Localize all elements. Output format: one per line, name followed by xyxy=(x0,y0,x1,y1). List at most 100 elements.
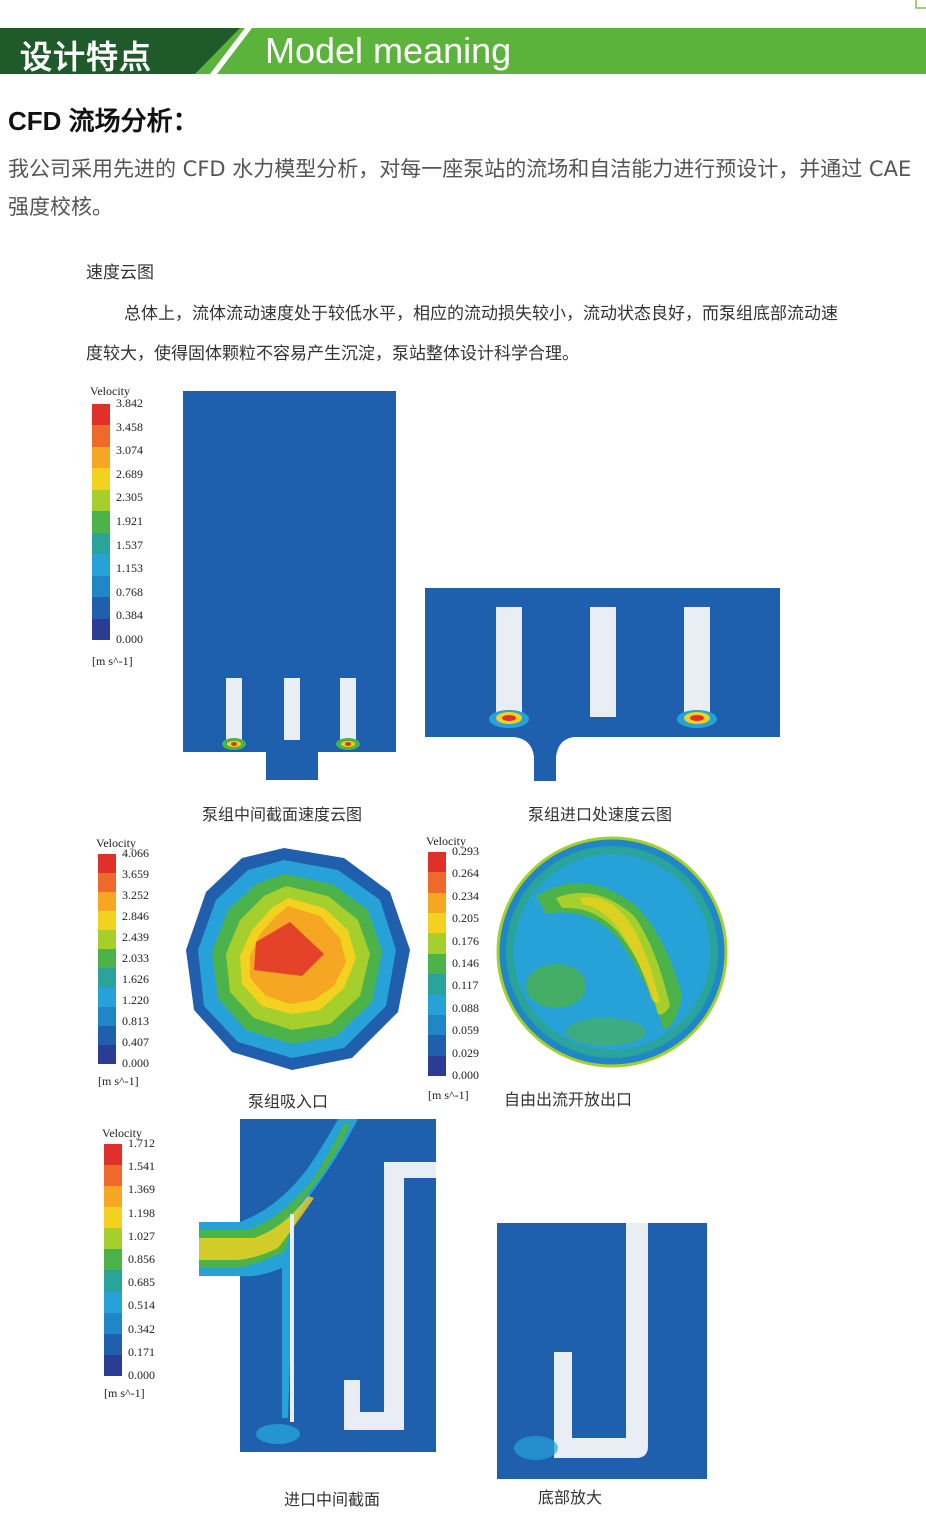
legend-tick-label: 0.768 xyxy=(116,584,143,599)
legend-tick-label: 1.537 xyxy=(116,537,143,552)
legend-color-step xyxy=(428,974,446,995)
doc-body: 总体上，流体流动速度处于较低水平，相应的流动损失较小，流动状态良好，而泵组底部流… xyxy=(86,304,838,364)
header-band xyxy=(0,28,926,74)
legend-tick-label: 1.921 xyxy=(116,514,143,528)
legend-tick-label: 0.234 xyxy=(452,888,479,903)
legend-color-step xyxy=(92,532,110,555)
figure-bottom-enlarged xyxy=(497,1223,707,1479)
legend-tick-label: 1.626 xyxy=(122,972,149,986)
legend-color-step xyxy=(104,1291,122,1313)
velocity-legend-4: Velocity 1.712 1.541 1.369 1.198 1.027 0.856 0.… xyxy=(102,1126,172,1406)
figure-inlet-mid-section xyxy=(199,1119,436,1452)
legend-color-step xyxy=(98,873,116,893)
legend-tick-label: 3.458 xyxy=(116,419,143,434)
legend-tick-label: 0.264 xyxy=(452,866,479,881)
legend-tick-label: 0.000 xyxy=(122,1056,149,1070)
legend-color-step xyxy=(428,1035,446,1056)
legend-color-step xyxy=(104,1186,122,1208)
legend-color-step xyxy=(428,933,446,954)
figure-2-caption: 泵组进口处速度云图 xyxy=(528,805,673,824)
legend-tick-label: 0.117 xyxy=(452,978,479,993)
legend-color-bar xyxy=(104,1144,122,1376)
legend-tick-label: 3.074 xyxy=(116,443,143,458)
legend-tick-label: 0.813 xyxy=(122,1014,149,1028)
legend-color-step xyxy=(92,446,110,469)
legend-color-step xyxy=(98,987,116,1007)
figure-1-caption: 泵组中间截面速度云图 xyxy=(202,805,363,824)
legend-tick-label: 1.198 xyxy=(128,1205,155,1220)
header-title-en: Model meaning xyxy=(265,30,512,71)
legend-tick-label: 0.059 xyxy=(452,1023,479,1038)
legend-unit: [m s^-1] xyxy=(428,1088,469,1102)
legend-title: Velocity xyxy=(96,836,136,850)
section-intro: 我公司采用先进的 CFD 水力模型分析，对每一座泵站的流场和自洁能力进行预设计，… xyxy=(8,157,912,219)
legend-tick-label: 0.176 xyxy=(452,933,479,948)
legend-tick-label: 0.000 xyxy=(452,1068,479,1082)
legend-tick-label: 0.029 xyxy=(452,1045,479,1060)
legend-tick-label: 1.369 xyxy=(128,1182,155,1197)
legend-color-step xyxy=(428,892,446,914)
legend-tick-label: 2.689 xyxy=(116,466,143,481)
legend-color-step xyxy=(98,949,116,969)
figure-3-caption: 泵组吸入口 xyxy=(248,1092,329,1111)
legend-tick-label: 0.088 xyxy=(452,1000,479,1015)
figure-5-caption: 进口中间截面 xyxy=(284,1490,381,1509)
legend-color-step xyxy=(92,597,110,619)
legend-tick-label: 0.384 xyxy=(116,608,143,623)
legend-color-step xyxy=(104,1207,122,1229)
legend-color-step xyxy=(104,1228,122,1250)
legend-color-step xyxy=(104,1354,122,1376)
legend-tick-label: 0.342 xyxy=(128,1321,155,1336)
figure-4-caption: 自由出流开放出口 xyxy=(504,1090,633,1109)
legend-tick-label: 4.066 xyxy=(122,846,149,860)
legend-color-step xyxy=(428,872,446,893)
figure-pump-suction xyxy=(186,848,410,1070)
legend-tick-label: 1.712 xyxy=(128,1136,155,1150)
legend-color-step xyxy=(92,575,110,598)
legend-title: Velocity xyxy=(90,384,130,398)
page-header: 设计特点 Model meaning xyxy=(0,28,926,76)
legend-tick-label: 0.514 xyxy=(128,1298,155,1313)
legend-color-step xyxy=(92,554,110,576)
legend-title: Velocity xyxy=(102,1126,142,1140)
legend-tick-label: 0.000 xyxy=(128,1368,155,1382)
legend-color-step xyxy=(428,1055,446,1076)
legend-color-step xyxy=(104,1249,122,1271)
legend-tick-label: 2.033 xyxy=(122,951,149,965)
legend-color-step xyxy=(104,1270,122,1292)
legend-color-step xyxy=(428,852,446,873)
legend-color-bar xyxy=(92,404,110,640)
legend-color-bar xyxy=(98,854,116,1064)
legend-color-step xyxy=(428,1014,446,1036)
legend-color-step xyxy=(98,1025,116,1045)
legend-color-step xyxy=(98,930,116,950)
legend-color-step xyxy=(98,1006,116,1026)
section-title: CFD 流场分析： xyxy=(8,106,199,136)
legend-tick-label: 3.659 xyxy=(122,867,149,881)
legend-color-step xyxy=(92,404,110,426)
doc-caption: 速度云图 xyxy=(86,263,154,283)
legend-tick-label: 0.407 xyxy=(122,1035,149,1049)
legend-tick-label: 1.220 xyxy=(122,993,149,1007)
figure-pump-inlet xyxy=(425,588,780,781)
legend-unit: [m s^-1] xyxy=(92,654,133,668)
legend-tick-label: 0.856 xyxy=(128,1252,155,1266)
legend-tick-label: 0.205 xyxy=(452,911,479,926)
corner-mark xyxy=(915,0,926,9)
legend-color-step xyxy=(104,1312,122,1334)
legend-tick-label: 0.293 xyxy=(452,844,479,858)
velocity-legend-2: Velocity 4.066 3.659 3.252 2.846 2.439 2.033 1.… xyxy=(96,836,166,1096)
legend-color-step xyxy=(104,1333,122,1355)
legend-tick-label: 2.305 xyxy=(116,490,143,505)
legend-color-step xyxy=(98,1044,116,1064)
legend-unit: [m s^-1] xyxy=(104,1386,145,1400)
legend-color-step xyxy=(92,425,110,447)
velocity-legend-3: Velocity 0.293 0.264 0.234 0.205 0.176 0.146 0.… xyxy=(426,834,496,1106)
legend-color-step xyxy=(104,1165,122,1187)
figure-pump-mid-section xyxy=(183,391,396,780)
legend-color-step xyxy=(98,892,116,912)
legend-title: Velocity xyxy=(426,834,466,848)
legend-tick-label: 2.439 xyxy=(122,930,149,944)
legend-color-step xyxy=(92,618,110,640)
legend-color-step xyxy=(104,1144,122,1166)
